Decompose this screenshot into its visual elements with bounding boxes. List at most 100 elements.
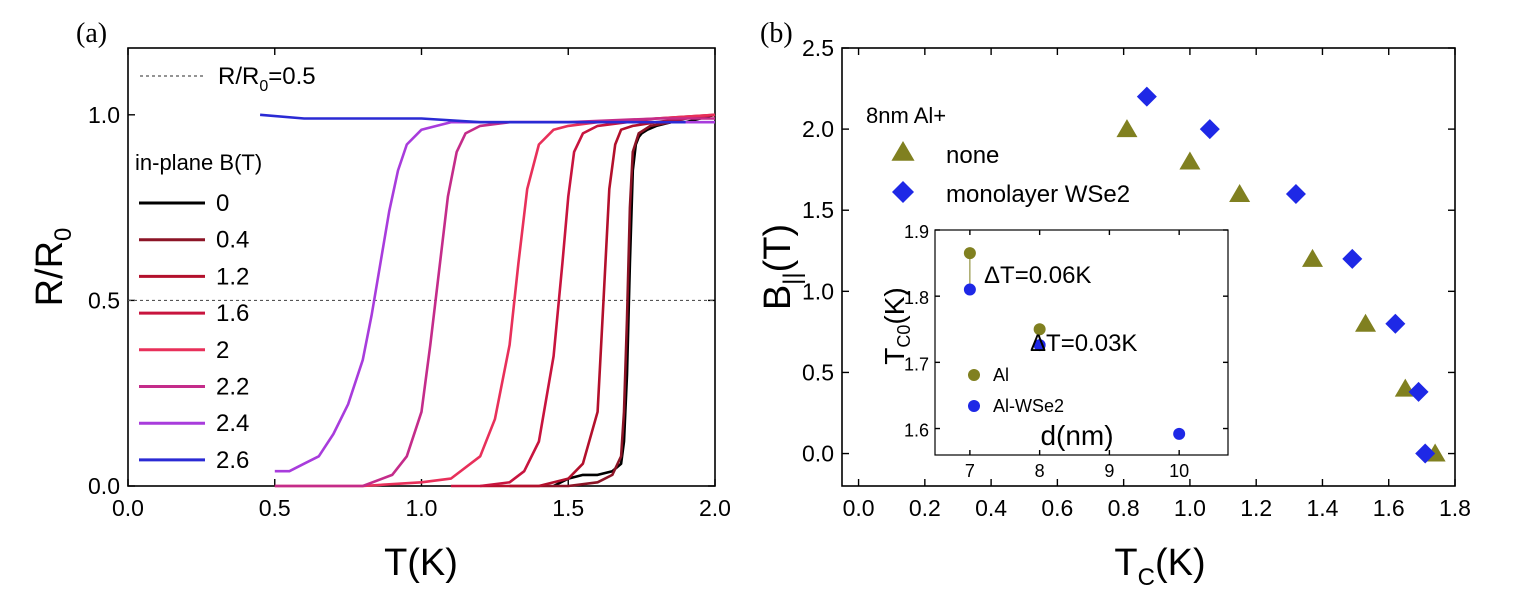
panel-a-x-tick-label: 1.0 <box>406 495 438 521</box>
inset-annotation-dt-006: ΔT=0.06K <box>984 262 1091 289</box>
wse2-diamond-point <box>1199 119 1220 140</box>
panel-b-y-tick-label: 1.5 <box>802 197 834 223</box>
inset-x-tick-label: 7 <box>965 461 975 481</box>
panel-b: (b) 0.0 0.2 0.4 0.6 0.8 1.0 1.2 1.4 1.6 1.8 0.0 0.5… <box>757 18 1471 591</box>
panel-b-y-tick-label: 2.0 <box>802 116 834 142</box>
panel-a-legend-label: 1.6 <box>216 300 249 327</box>
panel-b-series <box>1116 86 1446 464</box>
inset-x-axis-label: d(nm) <box>1040 420 1113 451</box>
panel-a-x-axis-label: T(K) <box>384 542 458 584</box>
inset-legend-label: Al-WSe2 <box>993 396 1064 416</box>
none-triangle-point <box>1355 313 1377 332</box>
inset-series <box>963 247 1186 440</box>
panel-a-legend-label: 2.2 <box>216 374 249 401</box>
wse2-diamond-point <box>1285 184 1306 204</box>
inset-point-al-wse2 <box>1173 427 1186 440</box>
inset-tick-labels: 7 8 9 10 1.6 1.7 1.8 1.9 <box>904 222 1189 481</box>
panel-a: (a) 0.0 0.5 1.0 1.5 2.00.00.51.0 R/R0=0.5 in… <box>29 18 731 584</box>
panel-b-ticks <box>842 47 1456 486</box>
panel-a-y-label-sub: 0 <box>50 228 77 241</box>
panel-b-x-axis-label: TC(K) <box>1114 542 1205 591</box>
wse2-diamond-point <box>1408 381 1429 402</box>
panel-b-legend-label: none <box>946 142 999 169</box>
panel-b-x-tick-label: 1.0 <box>1174 495 1206 521</box>
panel-a-legend-label: 0 <box>216 190 229 217</box>
panel-b-y-tick-label: 0.0 <box>802 441 834 467</box>
panel-b-y-label-sub: || <box>779 272 806 284</box>
panel-a-x-tick-label: 0.5 <box>259 495 291 521</box>
inset-legend-marker <box>968 369 980 381</box>
ref-label-tail: =0.5 <box>268 63 315 90</box>
ref-label-sub: 0 <box>259 78 268 95</box>
panel-a-series-line-2-2 <box>274 117 715 488</box>
panel-a-series <box>259 113 716 488</box>
panel-a-series-line-2-6 <box>259 113 686 124</box>
inset-y-label-tail: (K) <box>879 287 910 324</box>
inset-point-al <box>1033 323 1046 336</box>
panel-a-x-tick-label: 0.0 <box>112 495 144 521</box>
none-triangle-point <box>1302 248 1324 267</box>
inset-y-label-main: T <box>879 348 910 365</box>
panel-b-y-label-main: B <box>757 285 799 310</box>
inset-y-tick-label: 1.7 <box>904 354 929 374</box>
inset-legend: Al Al-WSe2 <box>968 365 1064 416</box>
panel-b-legend: none monolayer WSe2 <box>891 141 1130 208</box>
panel-b-legend-label: monolayer WSe2 <box>946 181 1130 208</box>
legend-diamond-marker <box>892 181 914 203</box>
inset-y-tick-label: 1.9 <box>904 222 929 242</box>
panel-a-x-tick-label: 2.0 <box>699 495 731 521</box>
panel-a-y-tick-label: 0.5 <box>88 287 120 313</box>
wse2-diamond-point <box>1342 248 1363 269</box>
panel-a-legend: 0 0.4 1.2 1.6 2 2.2 2.4 2.6 <box>139 190 249 474</box>
inset-ticks <box>935 229 1228 455</box>
inset-point-al <box>963 247 976 260</box>
panel-a-label: (a) <box>76 18 107 49</box>
panel-b-x-tick-label: 1.6 <box>1373 495 1405 521</box>
inset-y-label-sub: C0 <box>894 325 914 348</box>
inset-x-tick-label: 10 <box>1169 461 1189 481</box>
none-triangle-point <box>1229 184 1251 202</box>
inset-y-tick-label: 1.6 <box>904 421 929 441</box>
panel-a-x-tick-label: 1.5 <box>552 495 584 521</box>
inset: 7 8 9 101.61.71.81.9 ΔT=0.06K ΔT=0.03K AlAl… <box>879 222 1229 481</box>
panel-b-x-tick-label: 0.8 <box>1108 495 1140 521</box>
panel-b-x-tick-label: 0.2 <box>909 495 941 521</box>
panel-b-label: (b) <box>760 18 793 49</box>
panel-a-legend-label: 1.2 <box>216 263 249 290</box>
panel-b-x-label-main: T <box>1114 542 1137 584</box>
panel-b-x-label-tail: (K) <box>1155 542 1206 584</box>
inset-frame <box>934 229 1229 456</box>
panel-b-x-label-sub: C <box>1138 564 1155 591</box>
panel-a-tick-labels: 0.0 0.5 1.0 1.5 2.0 0.0 0.5 1.0 <box>88 102 731 521</box>
none-triangle-point <box>1116 119 1138 138</box>
panel-b-x-tick-label: 1.2 <box>1240 495 1272 521</box>
ref-label-main: R/R <box>218 63 259 90</box>
panel-b-x-tick-label: 1.4 <box>1306 495 1338 521</box>
wse2-diamond-point <box>1385 313 1406 334</box>
inset-x-tick-label: 9 <box>1104 461 1114 481</box>
panel-b-x-tick-label: 1.8 <box>1439 495 1471 521</box>
panel-b-x-tick-label: 0.4 <box>975 495 1007 521</box>
panel-a-legend-label: 2.6 <box>216 447 249 474</box>
panel-b-y-label-tail: (T) <box>757 224 799 273</box>
legend-triangle-marker <box>891 141 915 161</box>
inset-y-tick-label: 1.8 <box>904 288 929 308</box>
panel-a-legend-label: 0.4 <box>216 227 249 254</box>
panel-b-x-tick-label: 0.6 <box>1041 495 1073 521</box>
panel-a-y-axis-label: R/R0 <box>29 228 77 307</box>
inset-point-al-wse2 <box>1033 339 1046 352</box>
inset-y-axis-label: TC0(K) <box>879 287 914 364</box>
panel-b-y-tick-label: 1.0 <box>802 278 834 304</box>
inset-legend-marker <box>968 400 980 412</box>
inset-x-tick-label: 8 <box>1035 461 1045 481</box>
panel-a-legend-label: 2 <box>216 337 229 364</box>
panel-b-y-tick-label: 2.5 <box>802 35 834 61</box>
wse2-diamond-point <box>1415 443 1436 464</box>
wse2-diamond-point <box>1136 86 1157 107</box>
panel-a-y-label-main: R/R <box>29 241 71 306</box>
inset-legend-label: Al <box>993 365 1009 385</box>
panel-a-y-tick-label: 1.0 <box>88 102 120 128</box>
panel-a-y-tick-label: 0.0 <box>88 473 120 499</box>
inset-annotation-dt-003: ΔT=0.03K <box>1030 330 1137 357</box>
